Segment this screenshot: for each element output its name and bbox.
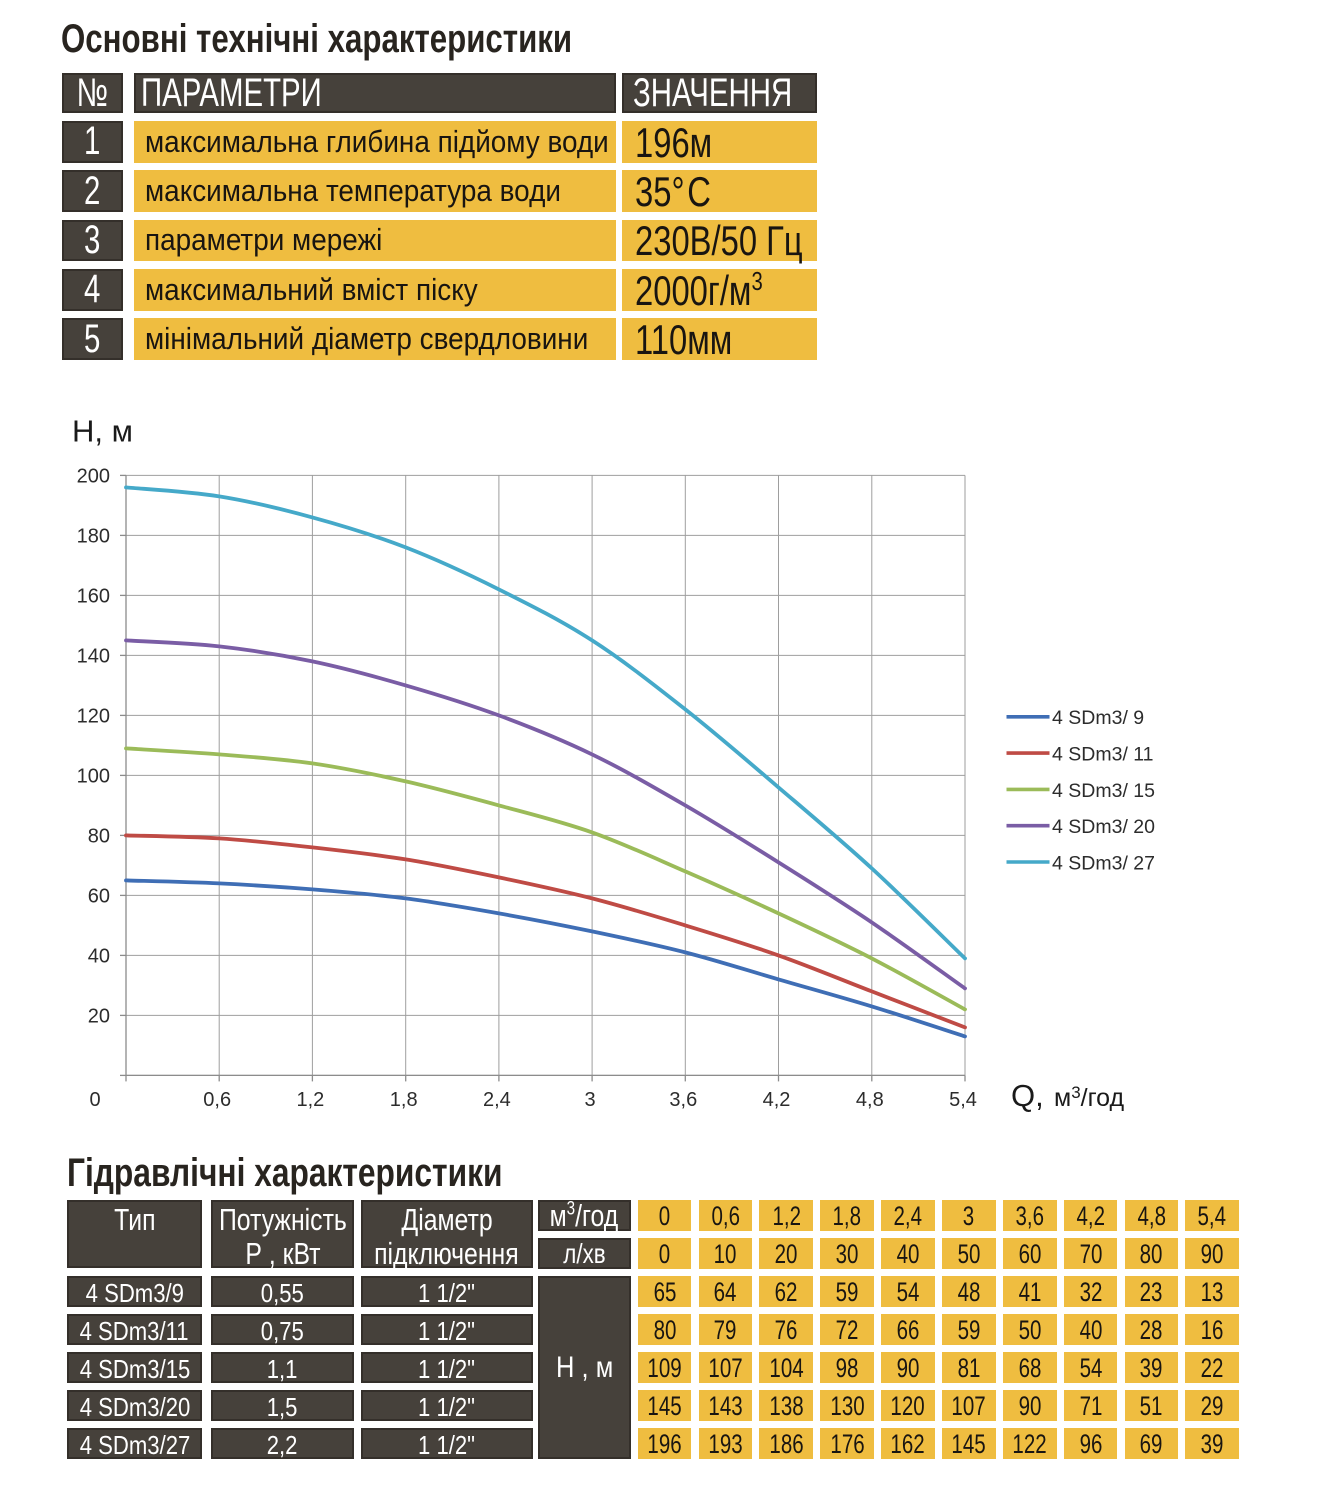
svg-text:Н, м: Н, м bbox=[72, 414, 133, 449]
svg-text:200: 200 bbox=[77, 466, 110, 488]
svg-text:4 SDm3/ 11: 4 SDm3/ 11 bbox=[1052, 744, 1154, 766]
svg-text:Q,: Q, bbox=[1011, 1078, 1044, 1113]
svg-text:160: 160 bbox=[77, 586, 110, 608]
svg-text:3: 3 bbox=[585, 1089, 596, 1111]
svg-text:2,4: 2,4 bbox=[483, 1089, 511, 1111]
svg-text:3,6: 3,6 bbox=[669, 1089, 697, 1111]
svg-text:20: 20 bbox=[88, 1006, 110, 1028]
svg-text:м3/год: м3/год bbox=[1054, 1083, 1125, 1112]
svg-text:0,6: 0,6 bbox=[203, 1089, 231, 1111]
svg-text:140: 140 bbox=[77, 646, 110, 668]
svg-text:4 SDm3/ 27: 4 SDm3/ 27 bbox=[1052, 852, 1155, 874]
svg-text:4,2: 4,2 bbox=[763, 1089, 791, 1111]
svg-text:4 SDm3/ 20: 4 SDm3/ 20 bbox=[1052, 816, 1155, 838]
svg-text:40: 40 bbox=[88, 946, 110, 968]
svg-text:180: 180 bbox=[77, 526, 110, 548]
svg-text:60: 60 bbox=[88, 886, 110, 908]
svg-text:4 SDm3/ 15: 4 SDm3/ 15 bbox=[1052, 780, 1155, 802]
svg-text:1,8: 1,8 bbox=[390, 1089, 418, 1111]
svg-text:120: 120 bbox=[77, 706, 110, 728]
svg-text:1,2: 1,2 bbox=[296, 1089, 324, 1111]
svg-text:4,8: 4,8 bbox=[856, 1089, 884, 1111]
svg-text:100: 100 bbox=[77, 766, 110, 788]
svg-text:5,4: 5,4 bbox=[949, 1089, 977, 1111]
svg-text:4 SDm3/ 9: 4 SDm3/ 9 bbox=[1052, 707, 1144, 729]
svg-text:0: 0 bbox=[89, 1089, 100, 1111]
svg-text:80: 80 bbox=[88, 826, 110, 848]
